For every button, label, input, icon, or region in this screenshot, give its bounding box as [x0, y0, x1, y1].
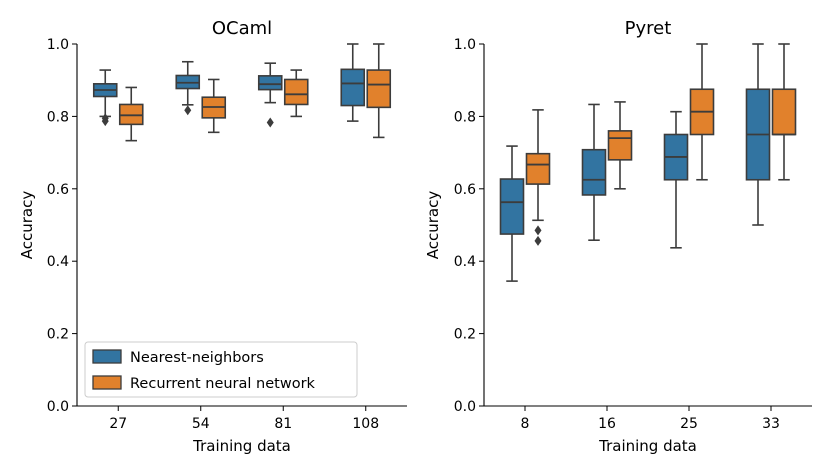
box-rnn-33 [771, 43, 797, 181]
chart-title: Pyret [625, 18, 672, 39]
x-tick-label: 54 [192, 416, 210, 432]
iqr-box [257, 75, 283, 91]
box-nearest-neighbors-33 [745, 43, 771, 226]
y-tick-label: 0.0 [47, 399, 69, 415]
y-tick-label: 0.2 [454, 327, 476, 343]
legend: Nearest-neighbors Recurrent neural networ… [84, 341, 358, 398]
chart-title: OCaml [212, 18, 272, 39]
y-tick-label: 0.2 [47, 327, 69, 343]
iqr-box [607, 130, 633, 161]
box-rnn-27 [118, 86, 144, 142]
outlier-marker [101, 113, 109, 124]
outlier-marker [184, 105, 192, 116]
iqr-box [366, 69, 392, 109]
chart-panel-1: Pyret 0.0 0.2 0.4 0.6 0.8 1.0 8 16 25 33 Training d… [424, 18, 812, 455]
x-tick-label: 81 [274, 416, 292, 432]
iqr-box [499, 178, 525, 235]
iqr-box [771, 88, 797, 136]
box-rnn-108 [366, 43, 392, 139]
x-tick-label: 33 [762, 416, 780, 432]
y-axis-label: Accuracy [424, 191, 442, 260]
box-nearest-neighbors-81 [257, 62, 283, 128]
y-tick-label: 1.0 [454, 37, 476, 53]
x-axis-label: Training data [192, 437, 291, 455]
legend-label: Recurrent neural network [130, 376, 316, 392]
x-tick-label: 27 [109, 416, 127, 432]
x-tick-label: 25 [680, 416, 698, 432]
box-nearest-neighbors-27 [92, 69, 118, 127]
iqr-box [525, 152, 551, 185]
legend-swatch [92, 349, 122, 364]
iqr-box [340, 68, 366, 107]
legend-frame [84, 341, 358, 398]
box-rnn-8 [525, 109, 551, 246]
outlier-marker [534, 225, 542, 236]
y-tick-label: 1.0 [47, 37, 69, 53]
box-rnn-81 [283, 69, 309, 118]
box-nearest-neighbors-16 [581, 103, 607, 242]
box-rnn-25 [689, 43, 715, 181]
box-rnn-54 [201, 78, 227, 134]
x-axis-label: Training data [598, 437, 697, 455]
y-tick-label: 0.4 [47, 254, 69, 270]
outlier-marker [534, 235, 542, 246]
y-tick-label: 0.6 [454, 182, 476, 198]
legend-label: Nearest-neighbors [130, 350, 264, 366]
iqr-box [283, 78, 309, 106]
y-tick-label: 0.0 [454, 399, 476, 415]
x-tick-label: 16 [598, 416, 616, 432]
outlier-marker [266, 117, 274, 128]
y-tick-label: 0.4 [454, 254, 476, 270]
chart-panel-0: OCaml 0.0 0.2 0.4 0.6 0.8 1.0 27 54 81 108 Training… [18, 18, 407, 455]
box-nearest-neighbors-25 [663, 110, 689, 249]
y-tick-label: 0.8 [47, 109, 69, 125]
box-nearest-neighbors-8 [499, 145, 525, 282]
iqr-box [118, 103, 144, 126]
box-rnn-16 [607, 101, 633, 190]
legend-swatch [92, 375, 122, 390]
x-tick-label: 108 [352, 416, 379, 432]
box-nearest-neighbors-54 [175, 60, 201, 116]
box-nearest-neighbors-108 [340, 43, 366, 122]
x-tick-label: 8 [521, 416, 530, 432]
iqr-box [581, 148, 607, 196]
y-tick-label: 0.8 [454, 109, 476, 125]
y-axis-label: Accuracy [18, 191, 36, 260]
y-tick-label: 0.6 [47, 182, 69, 198]
